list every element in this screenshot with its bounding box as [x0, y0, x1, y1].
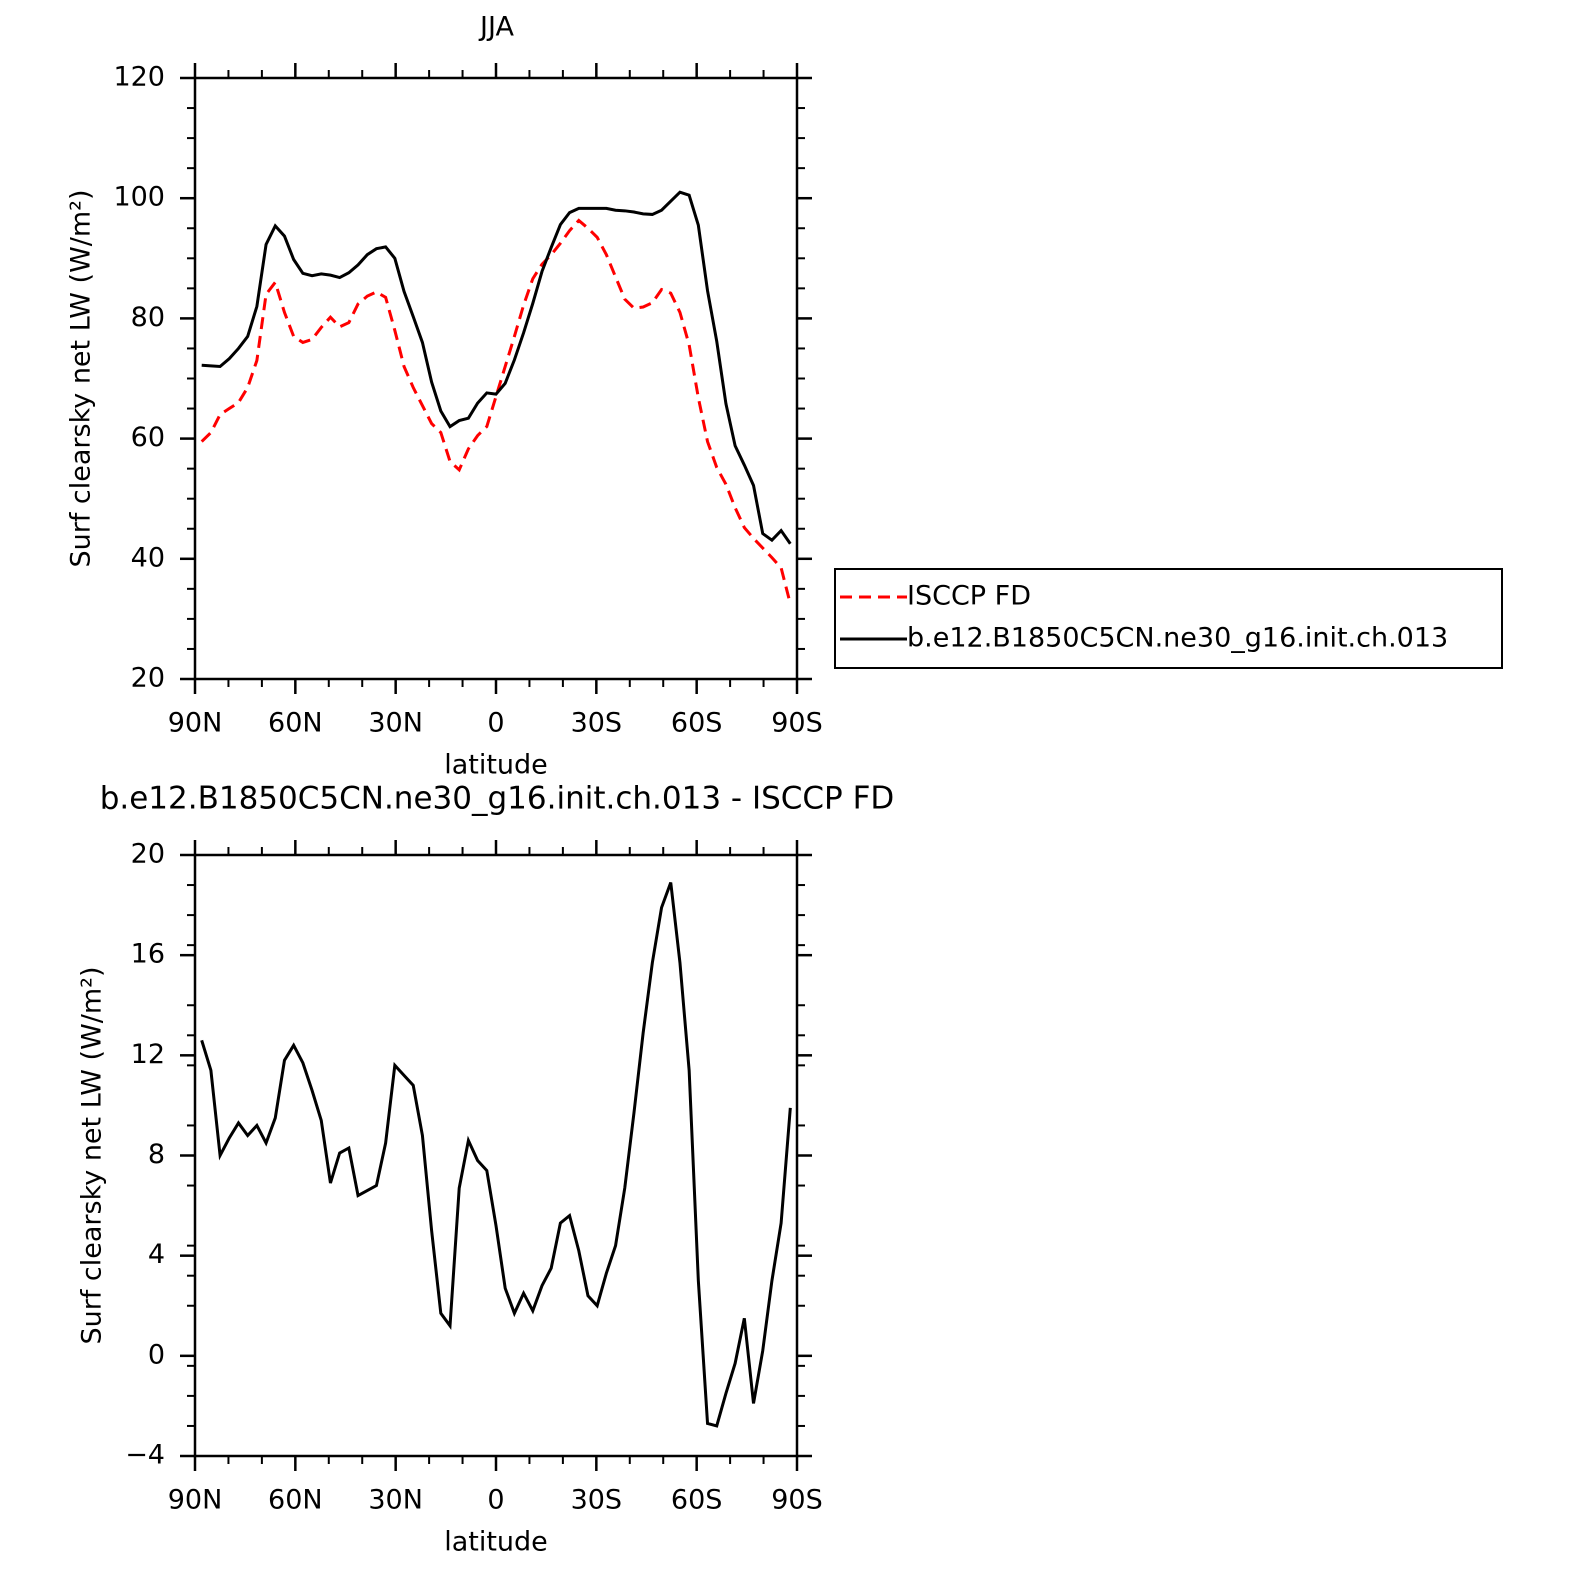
- x-axis-label: latitude: [444, 750, 548, 781]
- x-tick-label: 90S: [771, 708, 823, 739]
- chart-title: JJA: [478, 12, 514, 43]
- legend-label: ISCCP FD: [907, 581, 1031, 612]
- y-axis-label: Surf clearsky net LW (W/m²): [66, 189, 97, 567]
- x-axis-label: latitude: [444, 1527, 548, 1558]
- x-tick-label: 0: [487, 708, 504, 739]
- y-tick-label: 80: [131, 302, 165, 333]
- y-tick-label: 60: [131, 422, 165, 453]
- legend-box: [834, 568, 1503, 669]
- y-axis-label: Surf clearsky net LW (W/m²): [77, 966, 108, 1344]
- y-tick-label: 4: [148, 1239, 165, 1270]
- chart-title: b.e12.B1850C5CN.ne30_g16.init.ch.013 - I…: [100, 781, 895, 817]
- x-tick-label: 30S: [571, 708, 623, 739]
- y-tick-label: 20: [131, 839, 165, 870]
- legend-label: b.e12.B1850C5CN.ne30_g16.init.ch.013: [907, 623, 1448, 654]
- x-tick-label: 30S: [571, 1485, 623, 1516]
- y-tick-label: 120: [113, 62, 165, 93]
- y-tick-label: 12: [131, 1039, 165, 1070]
- data-line: [200, 882, 792, 1428]
- y-tick-label: 100: [113, 182, 165, 213]
- x-tick-label: 90S: [771, 1485, 823, 1516]
- x-tick-label: 30N: [368, 1485, 423, 1516]
- y-tick-label: 8: [148, 1139, 165, 1170]
- y-tick-label: 20: [131, 663, 165, 694]
- x-tick-label: 0: [487, 1485, 504, 1516]
- data-line: [200, 218, 792, 605]
- plot-frame: [193, 76, 799, 681]
- y-tick-label: 0: [148, 1339, 165, 1370]
- x-tick-label: 30N: [368, 708, 423, 739]
- x-tick-label: 60N: [268, 1485, 323, 1516]
- x-tick-label: 60S: [671, 1485, 723, 1516]
- y-tick-label: 16: [131, 939, 165, 970]
- y-tick-label: −4: [125, 1440, 165, 1471]
- y-tick-label: 40: [131, 542, 165, 573]
- x-tick-label: 90N: [168, 708, 223, 739]
- data-line: [201, 190, 792, 545]
- x-tick-label: 60S: [671, 708, 723, 739]
- x-tick-label: 90N: [168, 1485, 223, 1516]
- x-tick-label: 60N: [268, 708, 323, 739]
- plot-frame: [193, 853, 799, 1458]
